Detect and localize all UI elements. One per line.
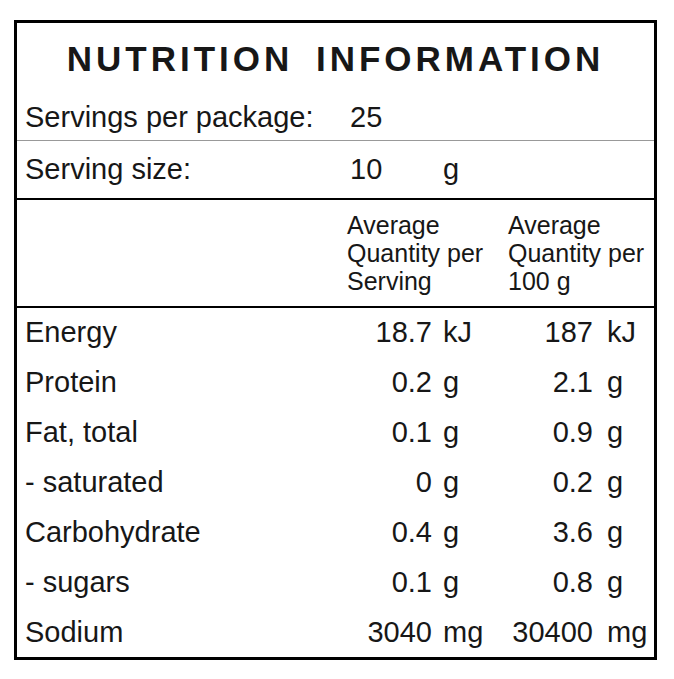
column-header-per-serving: Average Quantity per Serving bbox=[340, 211, 500, 295]
per-100g-value: 2.1 bbox=[500, 366, 593, 399]
nutrient-name: - sugars bbox=[25, 566, 340, 599]
table-row-carbohydrate: Carbohydrate 0.4 g 3.6 g bbox=[17, 507, 654, 557]
per-serving-unit: kJ bbox=[432, 316, 500, 349]
per-100g-value: 187 bbox=[500, 316, 593, 349]
serving-size-label: Serving size: bbox=[25, 153, 350, 186]
serving-size-unit: g bbox=[443, 153, 654, 186]
per-100g-unit: g bbox=[593, 466, 654, 499]
per-serving-value: 18.7 bbox=[340, 316, 432, 349]
nutrient-name: - saturated bbox=[25, 466, 340, 499]
column-header-row: Average Quantity per Serving Average Qua… bbox=[17, 200, 654, 306]
per-serving-value: 0 bbox=[340, 466, 432, 499]
per-serving-value: 0.1 bbox=[340, 416, 432, 449]
nutrient-name: Sodium bbox=[25, 616, 340, 649]
per-100g-unit: kJ bbox=[593, 316, 654, 349]
column-header-per-100g: Average Quantity per 100 g bbox=[500, 211, 654, 295]
per-serving-unit: g bbox=[432, 566, 500, 599]
servings-per-package-value: 25 bbox=[350, 101, 443, 134]
table-row-sodium: Sodium 3040 mg 30400 mg bbox=[17, 607, 654, 657]
per-serving-unit: mg bbox=[432, 616, 500, 649]
per-serving-unit: g bbox=[432, 516, 500, 549]
nutrient-name: Protein bbox=[25, 366, 340, 399]
nutrient-name: Carbohydrate bbox=[25, 516, 340, 549]
nutrient-table: Energy 18.7 kJ 187 kJ Protein 0.2 g 2.1 … bbox=[17, 308, 654, 657]
per-100g-unit: g bbox=[593, 516, 654, 549]
per-100g-unit: mg bbox=[593, 616, 654, 649]
per-serving-unit: g bbox=[432, 416, 500, 449]
table-row-sugars: - sugars 0.1 g 0.8 g bbox=[17, 557, 654, 607]
per-100g-unit: g bbox=[593, 366, 654, 399]
nutrient-name: Energy bbox=[25, 316, 340, 349]
serving-size-row: Serving size: 10 g bbox=[17, 141, 654, 198]
label-top-section: NUTRITION INFORMATION Servings per packa… bbox=[17, 23, 654, 198]
per-100g-unit: g bbox=[593, 416, 654, 449]
nutrient-name: Fat, total bbox=[25, 416, 340, 449]
per-100g-value: 0.2 bbox=[500, 466, 593, 499]
per-serving-unit: g bbox=[432, 466, 500, 499]
per-serving-value: 3040 bbox=[340, 616, 432, 649]
per-100g-value: 0.9 bbox=[500, 416, 593, 449]
table-row-protein: Protein 0.2 g 2.1 g bbox=[17, 358, 654, 408]
per-serving-value: 0.1 bbox=[340, 566, 432, 599]
per-serving-value: 0.4 bbox=[340, 516, 432, 549]
servings-per-package-row: Servings per package: 25 bbox=[17, 95, 654, 140]
page-title: NUTRITION INFORMATION bbox=[67, 39, 605, 79]
title-row: NUTRITION INFORMATION bbox=[17, 23, 654, 95]
servings-per-package-label: Servings per package: bbox=[25, 101, 350, 134]
table-row-fat-total: Fat, total 0.1 g 0.9 g bbox=[17, 408, 654, 458]
nutrition-label: NUTRITION INFORMATION Servings per packa… bbox=[0, 0, 674, 679]
per-100g-value: 30400 bbox=[500, 616, 593, 649]
per-100g-unit: g bbox=[593, 566, 654, 599]
table-row-saturated: - saturated 0 g 0.2 g bbox=[17, 458, 654, 508]
label-panel: NUTRITION INFORMATION Servings per packa… bbox=[14, 20, 657, 660]
per-serving-unit: g bbox=[432, 366, 500, 399]
per-100g-value: 0.8 bbox=[500, 566, 593, 599]
serving-size-value: 10 bbox=[350, 153, 443, 186]
table-row-energy: Energy 18.7 kJ 187 kJ bbox=[17, 308, 654, 358]
per-100g-value: 3.6 bbox=[500, 516, 593, 549]
per-serving-value: 0.2 bbox=[340, 366, 432, 399]
